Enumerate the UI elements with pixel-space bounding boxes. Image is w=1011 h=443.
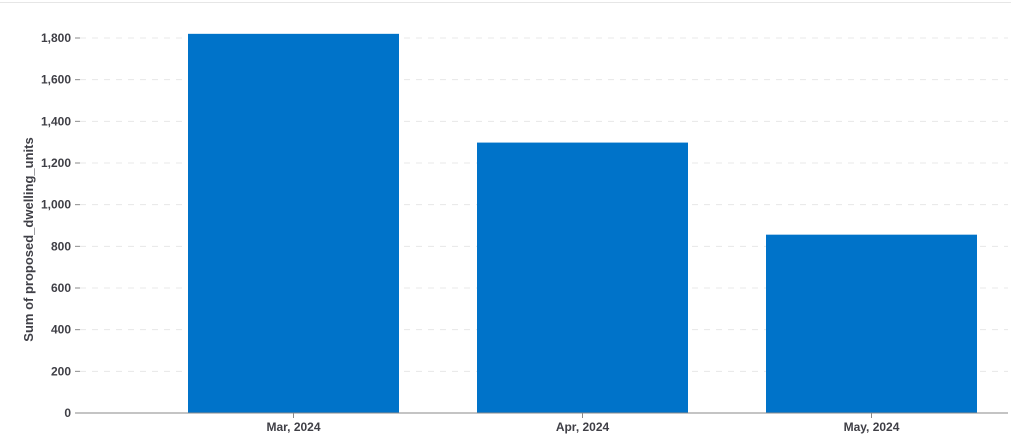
y-tick-label: 200 <box>51 364 71 378</box>
x-tick-labels: Mar, 2024 Apr, 2024 May, 2024 <box>266 420 899 434</box>
x-tick-label: May, 2024 <box>844 420 900 434</box>
y-tick-label: 1,000 <box>41 198 71 212</box>
x-tick-label: Mar, 2024 <box>266 420 320 434</box>
y-tick-label: 1,200 <box>41 156 71 170</box>
bars <box>188 33 977 414</box>
y-tick-label: 800 <box>51 239 71 253</box>
x-tick-label: Apr, 2024 <box>556 420 610 434</box>
y-tick-labels: 0 200 400 600 800 1,000 1,200 1,400 1,600 1,800 <box>41 31 71 420</box>
y-tick-label: 600 <box>51 281 71 295</box>
y-tick-label: 1,800 <box>41 31 71 45</box>
top-divider <box>0 2 1011 3</box>
y-axis-title: Sum of proposed_dwelling_units <box>21 137 36 341</box>
y-tick-label: 400 <box>51 323 71 337</box>
bar-mar-2024[interactable] <box>188 33 399 413</box>
bar-may-2024[interactable] <box>766 234 977 413</box>
y-tick-label: 0 <box>64 406 71 420</box>
bar-apr-2024[interactable] <box>477 142 688 414</box>
axes <box>75 37 1008 418</box>
y-tick-label: 1,400 <box>41 114 71 128</box>
y-tick-label: 1,600 <box>41 73 71 87</box>
